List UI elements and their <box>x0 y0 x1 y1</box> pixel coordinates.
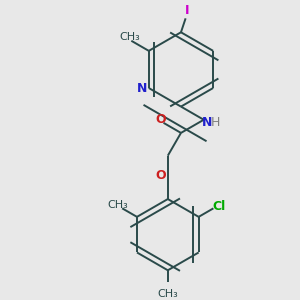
Text: I: I <box>185 4 189 17</box>
Text: N: N <box>137 82 147 94</box>
Text: CH₃: CH₃ <box>158 290 178 299</box>
Text: N: N <box>202 116 212 129</box>
Text: H: H <box>211 116 220 129</box>
Text: O: O <box>156 113 167 126</box>
Text: Cl: Cl <box>212 200 226 213</box>
Text: CH₃: CH₃ <box>107 200 128 210</box>
Text: CH₃: CH₃ <box>119 32 140 42</box>
Text: O: O <box>156 169 166 182</box>
